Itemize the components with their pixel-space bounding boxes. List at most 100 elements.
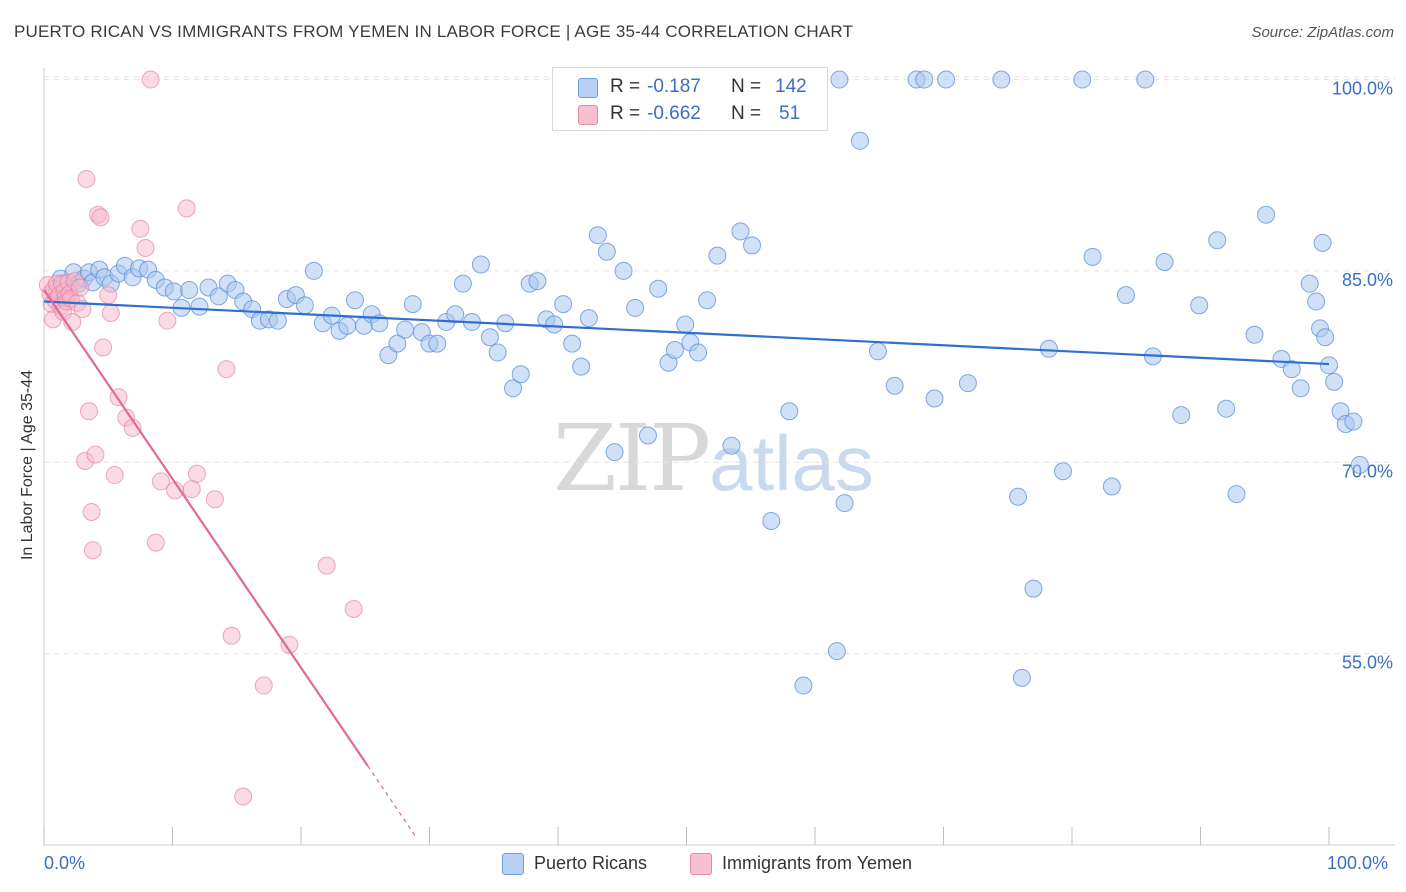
y-tick-label: 55.0% [1342, 653, 1393, 673]
data-point-puerto-ricans [488, 343, 507, 362]
data-point-puerto-ricans [190, 297, 209, 316]
data-point-puerto-ricans [605, 443, 624, 462]
data-point-yemen [79, 402, 98, 421]
data-point-puerto-ricans [428, 334, 447, 353]
stats-legend: R = -0.187 N = 142 R = -0.662 N = 51 [552, 67, 828, 131]
data-point-puerto-ricans [164, 282, 183, 301]
data-point-puerto-ricans [1102, 477, 1121, 496]
data-point-yemen [151, 472, 170, 491]
data-point-puerto-ricans [563, 334, 582, 353]
data-point-puerto-ricans [345, 291, 364, 310]
data-point-puerto-ricans [453, 274, 472, 293]
legend-r-label: R = [610, 76, 641, 97]
data-point-puerto-ricans [1039, 339, 1058, 358]
data-point-puerto-ricans [446, 305, 465, 324]
data-point-puerto-ricans [743, 236, 762, 255]
data-point-puerto-ricans [1316, 328, 1335, 347]
data-point-yemen [280, 635, 299, 654]
data-point-yemen [99, 286, 118, 305]
trendline-yemen-extension [367, 765, 416, 837]
legend-r-value: -0.662 [647, 103, 701, 124]
data-point-yemen [177, 199, 196, 218]
data-point-puerto-ricans [958, 374, 977, 393]
data-point-puerto-ricans [209, 287, 228, 306]
data-point-yemen [91, 208, 110, 227]
x-tick-label-max: 100.0% [1327, 853, 1389, 873]
legend-n-value: 142 [775, 76, 807, 97]
data-point-yemen [136, 238, 155, 257]
data-point-puerto-ricans [626, 298, 645, 317]
data-point-puerto-ricans [1190, 296, 1209, 315]
data-point-puerto-ricans [708, 246, 727, 265]
data-point-puerto-ricans [1282, 360, 1301, 379]
data-point-puerto-ricans [1217, 399, 1236, 418]
data-point-puerto-ricans [868, 342, 887, 361]
data-point-puerto-ricans [1208, 231, 1227, 250]
data-point-puerto-ricans [1257, 205, 1276, 224]
data-point-puerto-ricans [731, 222, 750, 241]
legend-r-value: -0.187 [647, 76, 701, 97]
data-point-puerto-ricans [545, 315, 564, 334]
legend-label-puerto-ricans: Puerto Ricans [534, 853, 648, 873]
data-point-puerto-ricans [1344, 412, 1363, 431]
y-axis-title: In Labor Force | Age 35-44 [19, 369, 36, 561]
series-legend: Puerto Ricans Immigrants from Yemen [0, 852, 1406, 878]
data-point-puerto-ricans [471, 255, 490, 274]
data-point-puerto-ricans [698, 291, 717, 310]
watermark-zip: ZIP [553, 405, 711, 512]
data-point-puerto-ricans [504, 379, 523, 398]
legend-r-label: R = [610, 103, 641, 124]
data-point-puerto-ricans [295, 296, 314, 315]
data-point-yemen [344, 599, 363, 618]
legend-row-yemen: R = -0.662 N = 51 [553, 100, 827, 128]
data-point-yemen [217, 360, 236, 379]
legend-swatch-pink [690, 853, 712, 875]
data-point-puerto-ricans [1320, 356, 1338, 375]
data-point-puerto-ricans [937, 70, 956, 89]
data-point-yemen [234, 787, 253, 806]
data-point-puerto-ricans [1136, 70, 1155, 89]
data-point-puerto-ricans [925, 389, 944, 408]
chart-title: PUERTO RICAN VS IMMIGRANTS FROM YEMEN IN… [14, 22, 854, 41]
data-point-puerto-ricans [1245, 325, 1264, 344]
data-point-puerto-ricans [304, 261, 323, 280]
data-point-puerto-ricans [528, 272, 547, 291]
legend-n-label: N = [731, 103, 762, 124]
data-point-yemen [101, 304, 120, 323]
data-point-yemen [82, 503, 101, 522]
data-point-yemen [77, 170, 96, 189]
data-point-puerto-ricans [1307, 292, 1326, 311]
data-point-puerto-ricans [268, 311, 287, 330]
data-point-puerto-ricans [1300, 274, 1319, 293]
data-point-puerto-ricans [638, 426, 657, 445]
data-point-puerto-ricans [511, 365, 530, 384]
data-point-yemen [205, 490, 224, 509]
data-point-puerto-ricans [1155, 252, 1174, 271]
data-point-puerto-ricans [1116, 286, 1135, 305]
y-tick-label: 85.0% [1342, 270, 1393, 290]
data-point-puerto-ricans [396, 320, 415, 339]
data-point-puerto-ricans [885, 376, 904, 395]
data-point-puerto-ricans [1024, 579, 1043, 598]
data-point-yemen [254, 676, 273, 695]
data-point-puerto-ricans [665, 341, 684, 360]
data-point-puerto-ricans [597, 242, 616, 261]
data-point-yemen [141, 70, 160, 89]
data-point-yemen [158, 311, 177, 330]
data-point-puerto-ricans [1012, 668, 1031, 687]
data-point-yemen [86, 445, 105, 464]
data-point-puerto-ricans [403, 295, 422, 314]
legend-n-label: N = [731, 76, 762, 97]
trendline-puerto-ricans [43, 300, 1330, 366]
data-point-puerto-ricans [579, 309, 598, 328]
legend-row-puerto-ricans: R = -0.187 N = 142 [553, 73, 827, 101]
data-point-puerto-ricans [338, 316, 357, 335]
data-point-puerto-ricans [572, 357, 591, 376]
data-point-yemen [317, 556, 336, 575]
data-point-yemen [105, 466, 124, 485]
legend-label-yemen: Immigrants from Yemen [722, 853, 913, 873]
data-point-puerto-ricans [180, 281, 199, 300]
data-point-puerto-ricans [1350, 455, 1369, 474]
data-point-puerto-ricans [554, 295, 573, 314]
